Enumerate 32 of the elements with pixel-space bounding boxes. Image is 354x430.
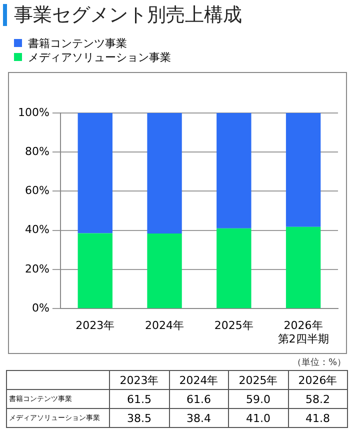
- x-tick-label: 2025年: [214, 319, 254, 332]
- x-tick-label: 2026年第2四半期: [278, 319, 329, 346]
- data-label: 58.2: [288, 390, 348, 408]
- bar: [216, 228, 252, 308]
- data-label: 38.5: [110, 408, 169, 428]
- data-label: 61.5: [110, 390, 169, 408]
- bar: [147, 113, 182, 234]
- x-tick-label: 2024年: [145, 319, 184, 332]
- data-label: 41.8: [288, 408, 348, 428]
- bar: [286, 226, 321, 308]
- x-tick-label: 2025年: [228, 370, 288, 390]
- chart-title: 事業セグメント別売上構成: [14, 3, 242, 28]
- y-tick-label: 40%: [24, 223, 50, 236]
- bar: [216, 113, 252, 228]
- bar: [78, 233, 112, 308]
- x-tick-label: 2026年: [288, 370, 348, 390]
- y-tick-label: 80%: [24, 144, 50, 158]
- bar: [286, 113, 321, 227]
- x-tick-label: 2024年: [169, 370, 228, 390]
- y-tick-label: 60%: [24, 184, 50, 198]
- data-label: 38.4: [169, 408, 228, 428]
- y-tick-label: 100%: [18, 106, 50, 119]
- y-tick-label: 0%: [32, 301, 50, 314]
- y-tick-label: 20%: [24, 262, 50, 276]
- text: （単位：%）: [292, 356, 346, 369]
- data-label: 61.6: [169, 390, 228, 408]
- x-tick-label: 2023年: [76, 319, 115, 332]
- data-label: 41.0: [228, 408, 288, 428]
- data-label: 59.0: [228, 390, 288, 408]
- bar: [78, 113, 112, 234]
- bar: [147, 233, 182, 308]
- x-tick-label: 2023年: [110, 370, 169, 390]
